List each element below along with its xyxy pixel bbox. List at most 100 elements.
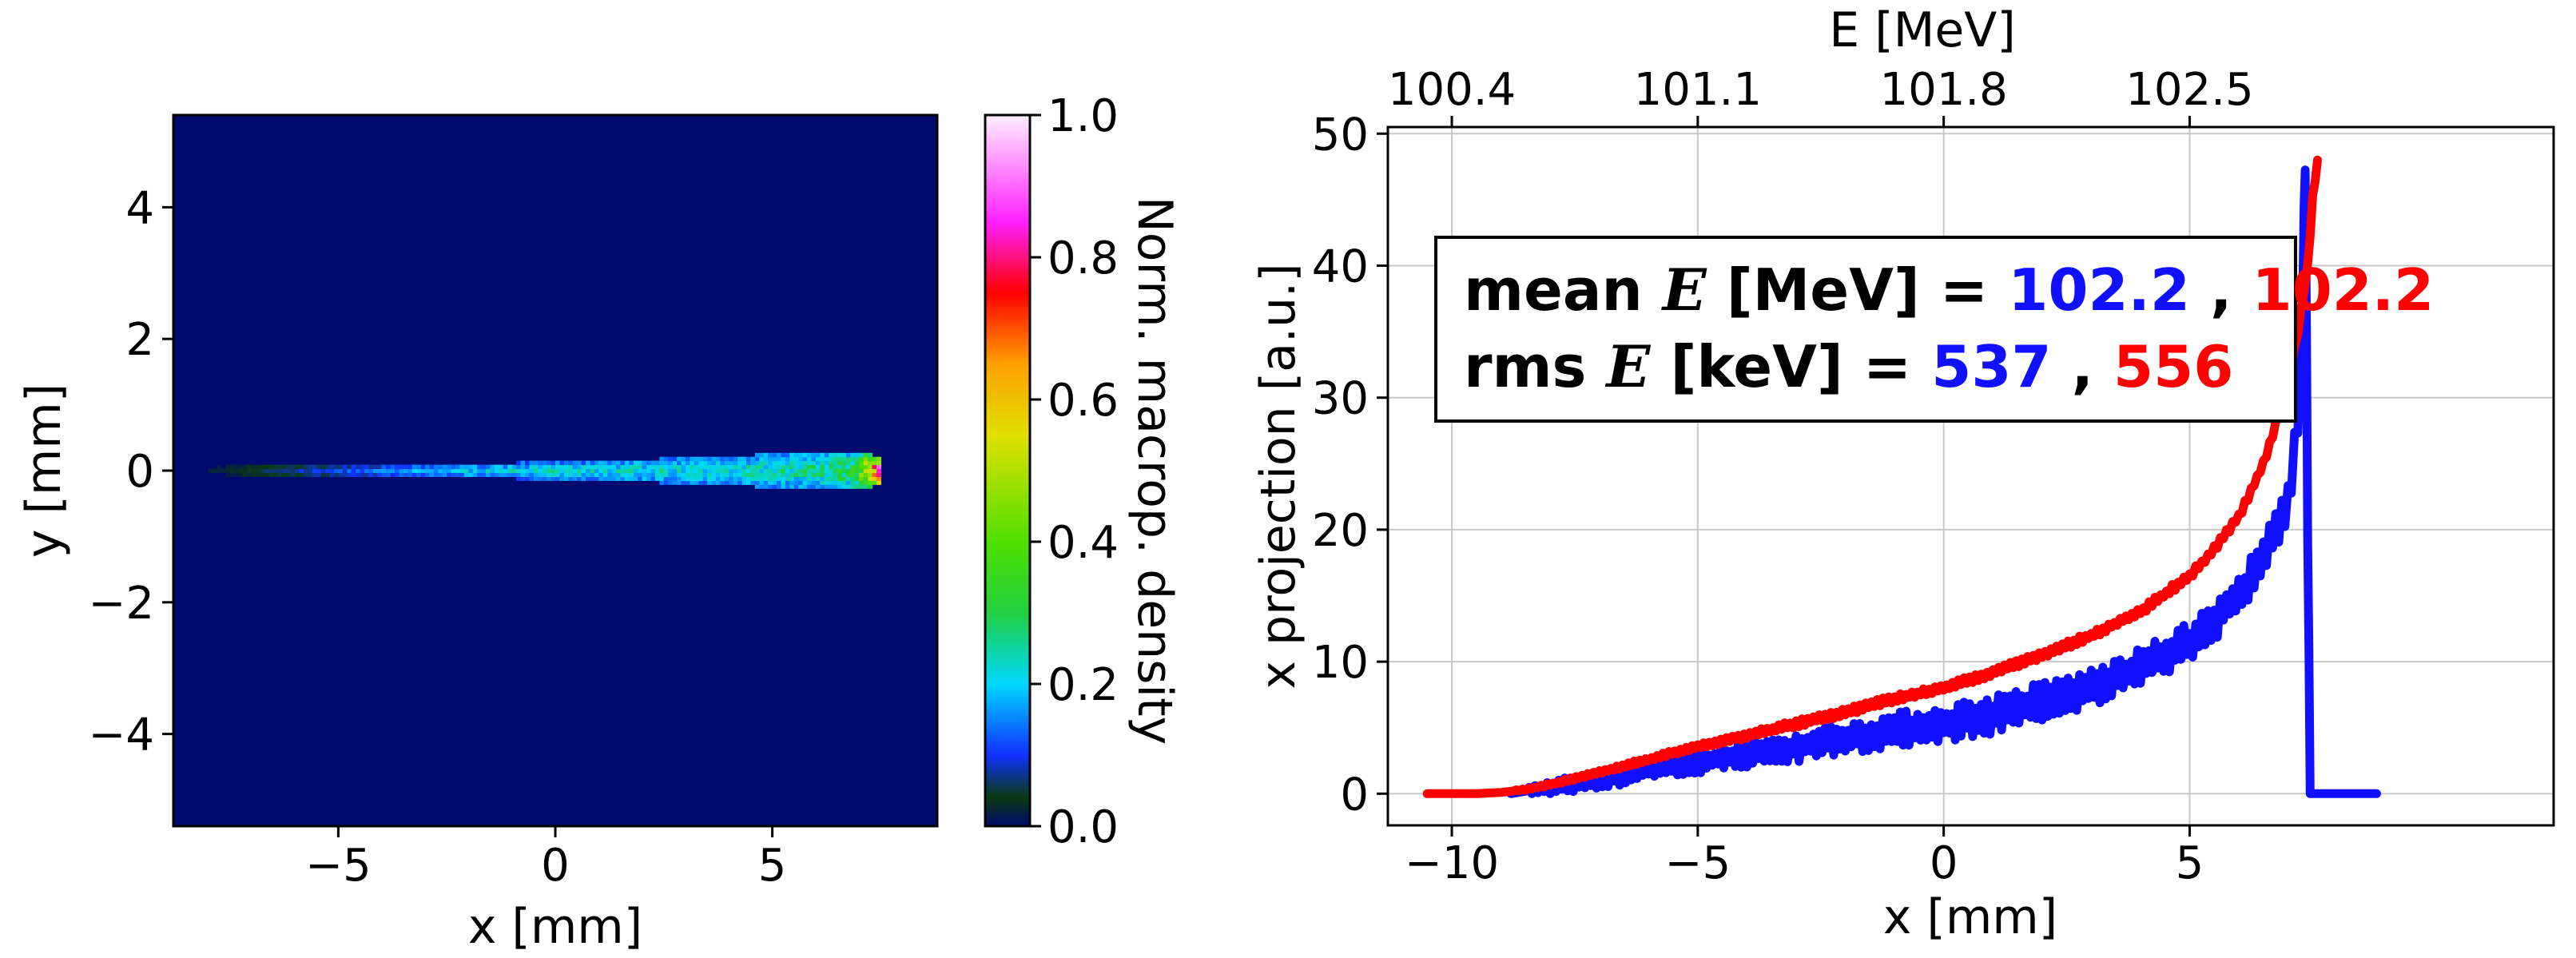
beam-pixel <box>737 460 743 466</box>
beam-pixel <box>837 452 843 458</box>
beam-pixel <box>741 480 747 485</box>
beam-pixel <box>781 480 786 485</box>
beam-pixel <box>737 468 743 473</box>
beam-layer <box>208 452 881 489</box>
beam-pixel <box>247 472 252 477</box>
beam-pixel <box>459 468 465 473</box>
beam-pixel <box>837 456 843 462</box>
beam-pixel <box>681 468 686 473</box>
beam-pixel <box>586 464 590 470</box>
beam-pixel <box>824 460 829 466</box>
beam-pixel <box>785 456 790 462</box>
beam-pixel <box>707 468 713 473</box>
beam-pixel <box>841 472 847 477</box>
series-line-blue <box>1506 165 2381 798</box>
beam-pixel <box>863 452 869 458</box>
colorbar-gradient <box>984 113 1032 828</box>
beam-pixel <box>672 464 678 470</box>
beam-pixel <box>768 476 773 481</box>
beam-pixel <box>511 468 517 473</box>
beam-pixel <box>877 480 881 485</box>
beam-pixel <box>720 472 725 477</box>
beam-pixel <box>447 472 452 477</box>
beam-pixel <box>438 472 443 477</box>
line-y-ticks: 0 10 20 30 40 50 <box>1312 109 1388 821</box>
line-y-tick-label: 30 <box>1312 373 1369 425</box>
beam-pixel <box>868 460 873 466</box>
beam-pixel <box>668 456 674 462</box>
beam-pixel <box>654 464 660 470</box>
beam-pixel <box>807 472 812 477</box>
beam-pixel <box>472 464 478 470</box>
beam-pixel <box>793 464 799 470</box>
beam-pixel <box>759 456 765 462</box>
beam-pixel <box>581 468 586 473</box>
stats-annotation: mean E [MeV] = 102.2 , 102.2 rms E [keV]… <box>1434 236 2434 423</box>
beam-pixel <box>256 472 261 477</box>
beam-pixel <box>377 464 383 470</box>
beam-pixel <box>334 472 339 477</box>
beam-pixel <box>798 476 804 481</box>
beam-pixel <box>551 464 556 470</box>
beam-pixel <box>845 456 851 462</box>
beam-pixel <box>624 476 630 481</box>
beam-pixel <box>694 468 699 473</box>
beam-pixel <box>698 464 704 470</box>
beam-pixel <box>763 476 769 481</box>
beam-pixel <box>872 464 877 470</box>
beam-pixel <box>438 468 443 473</box>
beam-pixel <box>594 476 599 481</box>
beam-pixel <box>572 472 578 477</box>
beam-pixel <box>429 472 435 477</box>
beam-pixel <box>654 468 660 473</box>
beam-pixel <box>329 472 335 477</box>
beam-pixel <box>815 456 821 462</box>
beam-pixel <box>329 468 335 473</box>
beam-pixel <box>746 464 751 470</box>
beam-pixel <box>793 456 799 462</box>
beam-pixel <box>668 472 674 477</box>
beam-pixel <box>590 460 595 466</box>
beam-pixel <box>312 472 317 477</box>
beam-pixel <box>503 468 508 473</box>
beam-pixel <box>538 472 543 477</box>
beam-pixel <box>815 484 821 489</box>
rms-unit: [keV] = <box>1670 333 1911 400</box>
beam-pixel <box>859 484 865 489</box>
beam-pixel <box>281 472 287 477</box>
beam-pixel <box>694 480 699 485</box>
beam-pixel <box>811 460 817 466</box>
beam-pixel <box>416 472 422 477</box>
beam-pixel <box>495 472 499 477</box>
beam-pixel <box>815 480 821 485</box>
beam-pixel <box>845 452 851 458</box>
beam-pixel <box>777 452 781 458</box>
line-top-ticks: 100.4 101.1 101.8 102.5 <box>1388 64 2254 127</box>
beam-pixel <box>802 472 808 477</box>
beam-pixel <box>807 468 812 473</box>
beam-pixel <box>702 480 708 485</box>
beam-pixel <box>772 472 777 477</box>
beam-pixel <box>611 464 617 470</box>
beam-pixel <box>768 472 773 477</box>
beam-pixel <box>820 472 825 477</box>
beam-pixel <box>702 460 708 466</box>
beam-pixel <box>777 484 781 489</box>
beam-pixel <box>820 468 825 473</box>
beam-pixel <box>841 456 847 462</box>
beam-pixel <box>763 468 769 473</box>
beam-pixel <box>681 476 686 481</box>
beam-pixel <box>459 464 465 470</box>
beam-pixel <box>403 468 408 473</box>
beam-pixel <box>702 472 708 477</box>
beam-pixel <box>837 484 843 489</box>
beam-pixel <box>329 464 335 470</box>
beam-pixel <box>724 464 729 470</box>
beam-pixel <box>733 468 738 473</box>
beam-pixel <box>694 460 699 466</box>
beam-pixel <box>334 468 339 473</box>
beam-pixel <box>229 468 235 473</box>
beam-pixel <box>547 476 552 481</box>
beam-pixel <box>716 456 721 462</box>
